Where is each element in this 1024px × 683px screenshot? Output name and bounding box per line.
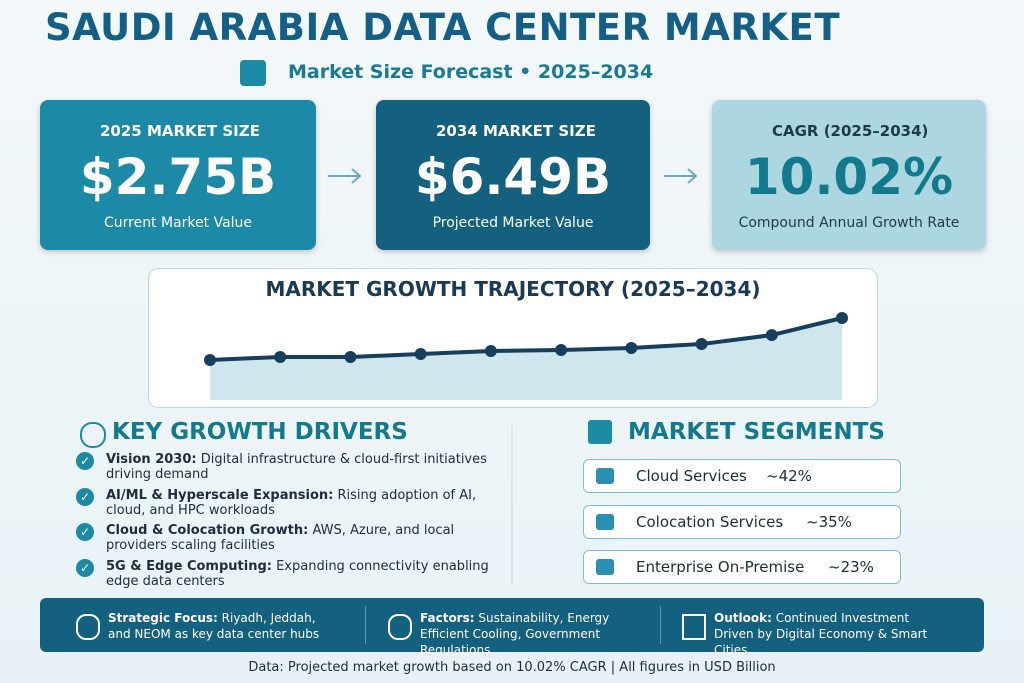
point [836,312,848,324]
driver-label: 5G & Edge Computing: [106,558,272,574]
point [625,341,638,354]
check-icon: ✓ [76,452,94,470]
driver-item: ✓ AI/ML & Hyperscale Expansion: Rising ad… [76,487,496,518]
card: 2025 MARKET SIZE $2.75B Current Market V… [40,100,316,250]
line [209,316,843,362]
segment: Cloud Services ~42% [583,459,901,493]
point [274,350,287,363]
card-value: $6.49B [414,148,612,206]
driver-label: Vision 2030: [106,452,197,467]
point [344,350,357,363]
card-label: 2034 MARKET SIZE [436,122,596,140]
card: CAGR (2025–2034) 10.02% Compound Annual … [712,100,986,250]
layers-icon [588,420,612,444]
driver-item: ✓ 5G & Edge Computing: Expanding connecti… [76,558,496,589]
segment-name: Cloud Services [636,467,747,485]
chart-title: MARKET GROWTH TRAJECTORY (2025–2034) [265,277,760,301]
point [765,329,778,342]
title: SAUDI ARABIA DATA CENTER MARKET [45,6,841,49]
footer-icon [682,614,706,640]
driver-text: AWS, Azure, and local providers scaling … [106,523,455,553]
divider [660,606,661,644]
footer-icon [76,614,100,640]
footer-item: Outlook: Continued Investment Driven by … [682,610,944,658]
check-icon: ✓ [76,558,94,577]
footer-icon [388,614,412,640]
card: 2034 MARKET SIZE $6.49B Projected Market… [376,100,650,250]
subtitle: Market Size Forecast • 2025–2034 [288,61,654,83]
section-title: MARKET SEGMENTS [628,419,885,445]
point [204,354,216,366]
area [210,318,842,400]
note: Data: Projected market growth based on 1… [248,660,776,675]
point [414,348,427,361]
footer-item: Factors: Sustainability, Energy Efficien… [388,610,650,658]
card-label: 2025 MARKET SIZE [100,122,260,140]
card-label: CAGR (2025–2034) [772,122,929,140]
check-icon: ✓ [76,523,94,541]
driver-text: Expanding connectivity enabling edge dat… [106,558,489,589]
segment-icon [596,559,614,575]
card-value: 10.02% [744,148,954,206]
driver-label: Cloud & Colocation Growth: [106,523,309,538]
segment-name: Enterprise On-Premise [636,558,805,576]
divider [365,606,366,644]
point [555,344,568,357]
card-caption: Projected Market Value [432,215,594,231]
driver-label: AI/ML & Hyperscale Expansion: [106,487,334,503]
driver-text: Digital infrastructure & cloud-first ini… [106,452,487,482]
card-caption: Current Market Value [103,215,253,231]
footer-text: Sustainability, Energy Efficient Cooling… [420,611,610,657]
segment-share: ~35% [806,512,852,531]
segment: Enterprise On-Premise ~23% [583,550,901,584]
footer-label: Factors: [420,611,475,625]
trajectory-chart: MARKET GROWTH TRAJECTORY (2025–2034) [148,268,878,408]
footer-bar [40,598,984,652]
card-value: $2.75B [79,148,277,206]
segment-share: ~23% [828,558,874,576]
driver-item: ✓ Cloud & Colocation Growth: AWS, Azure, … [76,523,496,553]
segment: Colocation Services ~35% [583,504,901,539]
point [484,345,497,358]
driver-text: Rising adoption of AI, cloud, and HPC wo… [106,487,477,518]
segment-icon [596,468,614,484]
driver-item: ✓ Vision 2030: Digital infrastructure & c… [76,452,496,482]
point [695,338,708,351]
check-icon: ✓ [76,487,94,506]
target-icon [80,422,106,448]
footer-label: Outlook: [714,611,772,625]
card-caption: Compound Annual Growth Rate [738,215,960,231]
segment-icon [596,513,614,530]
section-title: KEY GROWTH DRIVERS [112,419,408,445]
segment-name: Colocation Services [636,512,784,531]
footer-text: Continued Investment Driven by Digital E… [714,611,928,657]
footer-text: Riyadh, Jeddah, and NEOM as key data cen… [108,611,320,641]
footer-label: Strategic Focus: [108,611,218,625]
segment-share: ~42% [766,467,812,485]
server-icon [240,60,266,86]
footer-item: Strategic Focus: Riyadh, Jeddah, and NEO… [76,610,338,642]
